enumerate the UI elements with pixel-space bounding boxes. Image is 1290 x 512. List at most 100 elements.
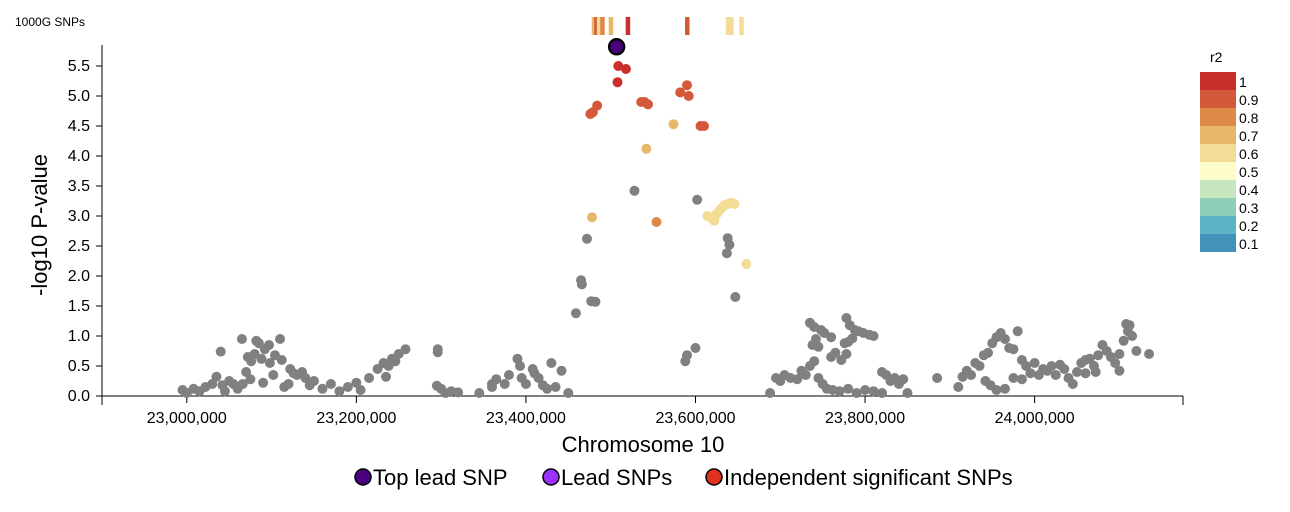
snp-point-gray: [325, 379, 336, 389]
snp-point-gray: [999, 334, 1010, 344]
snp-point-gray: [1029, 358, 1040, 368]
snp-point-gray: [1084, 353, 1095, 364]
x-axis-ticks: 23,000,000 23,200,000 23,400,000 23,600,000…: [147, 396, 1075, 427]
snp-point-gray: [308, 376, 319, 386]
r2-legend-label: 1: [1239, 74, 1247, 90]
snp-point-gray: [692, 194, 703, 205]
snp-point-gray: [215, 346, 226, 357]
snp-point-gray: [207, 379, 218, 389]
snp-point-gray: [953, 382, 964, 392]
snp-point-gray: [334, 386, 345, 397]
snp-point-ld: [729, 199, 740, 209]
snp-point-gray: [400, 344, 411, 355]
snp-point-gray: [730, 292, 741, 302]
y-tick-label: 4.0: [68, 148, 90, 165]
x-tick-label: 23,600,000: [655, 410, 735, 427]
snp-point-gray: [792, 374, 803, 385]
snp-type-legend: Top lead SNP Lead SNPs Independent signifi…: [354, 465, 1013, 490]
snp-point-gray: [503, 370, 514, 380]
snp-point-gray: [841, 349, 852, 359]
snp-point-gray: [1110, 358, 1121, 368]
snp-point-gray: [590, 296, 601, 307]
r2-legend-label: 0.8: [1239, 110, 1259, 126]
r2-legend-swatch: [1200, 90, 1236, 108]
snp-point-gray: [999, 383, 1010, 394]
snp-point-gray: [1118, 335, 1129, 346]
r2-legend-title: r2: [1210, 49, 1223, 65]
snp-point-gray: [283, 379, 294, 389]
x-tick-label: 23,200,000: [316, 410, 396, 427]
snp-point-gray: [542, 383, 553, 394]
snp-rug-tick: [625, 17, 631, 35]
r2-legend-swatch: [1200, 216, 1236, 234]
snp-point-gray: [1046, 361, 1057, 371]
snp-point-gray: [1008, 344, 1019, 355]
snp-point-gray: [259, 344, 270, 355]
snp-point-gray: [1059, 364, 1070, 374]
y-axis-ticks: 0.0 0.5 1.0 1.5 2.0 2.5 3.0 3.5 4.0 4.5 5.0 5.5: [68, 58, 102, 405]
snp-point-gray: [843, 383, 854, 394]
snp-rug-tick: [729, 17, 734, 35]
snp-points: [177, 38, 1155, 398]
y-axis-label: -log10 P-value: [27, 154, 52, 296]
snp-point-ld: [612, 77, 623, 88]
snp-point-gray: [276, 355, 287, 365]
y-tick-label: 5.5: [68, 58, 90, 75]
snp-rug-tick: [725, 17, 731, 35]
snp-point-gray: [576, 279, 587, 290]
x-tick-label: 23,400,000: [486, 410, 566, 427]
x-tick-label: 23,000,000: [147, 410, 227, 427]
snp-rug-tick: [608, 17, 614, 35]
snp-point-gray: [487, 382, 498, 392]
snp-point-ld: [613, 61, 624, 71]
snp-point-gray: [1012, 326, 1023, 337]
snp-rug-tick: [600, 17, 605, 35]
r2-legend-swatch: [1200, 144, 1236, 162]
snp-point-gray: [690, 343, 701, 353]
snp-point-gray: [721, 248, 732, 259]
snp-point-gray: [851, 388, 862, 398]
snp-point-gray: [219, 386, 230, 397]
snp-point-gray: [256, 353, 267, 364]
snp-point-gray: [355, 385, 366, 395]
r2-legend-label: 0.5: [1239, 164, 1259, 180]
snp-point-gray: [351, 377, 362, 388]
r2-legend-label: 0.2: [1239, 218, 1259, 234]
snp-point-gray: [724, 239, 735, 250]
r2-legend: r2 1 0.9 0.8 0.7 0.6 0.5 0.4 0.3 0.2 0.1: [1200, 49, 1259, 252]
snp-rug-tick: [594, 17, 599, 35]
snp-point-gray: [581, 233, 592, 244]
y-tick-label: 3.5: [68, 178, 90, 195]
snp-point-gray: [932, 373, 943, 383]
snp-point-gray: [258, 377, 269, 388]
snp-point-gray: [765, 388, 776, 398]
snp-point-gray: [1016, 374, 1027, 385]
snp-point-gray: [275, 334, 286, 344]
y-tick-label: 2.5: [68, 238, 90, 255]
r2-legend-swatch: [1200, 108, 1236, 126]
snp-type-legend-marker: [354, 468, 372, 486]
snp-type-legend-label: Lead SNPs: [561, 465, 672, 490]
snp-point-gray: [1021, 361, 1032, 371]
snp-point-ld: [682, 80, 693, 91]
snp-point-gray: [499, 379, 510, 389]
snp-rug-tick: [685, 17, 690, 35]
snp-rug-tick: [591, 17, 597, 35]
snp-point-gray: [982, 347, 993, 358]
r2-legend-swatch: [1200, 72, 1236, 90]
snp-point-gray: [629, 185, 640, 196]
top-lead-snp-point: [607, 38, 626, 56]
r2-legend-swatch: [1200, 198, 1236, 216]
snp-point-gray: [245, 374, 256, 385]
snp-point-gray: [211, 371, 222, 382]
snp-point-gray: [860, 385, 871, 395]
snp-point-gray: [1080, 368, 1091, 379]
snp-point-gray: [563, 388, 574, 398]
snp-rug-track: [591, 17, 744, 35]
snp-type-legend-label: Top lead SNP: [373, 465, 508, 490]
snp-point-ld: [683, 91, 694, 101]
snp-point-gray: [520, 379, 531, 389]
snp-type-legend-label: Independent significant SNPs: [724, 465, 1013, 490]
snp-point-gray: [1008, 373, 1019, 383]
track-label: 1000G SNPs: [15, 15, 85, 29]
